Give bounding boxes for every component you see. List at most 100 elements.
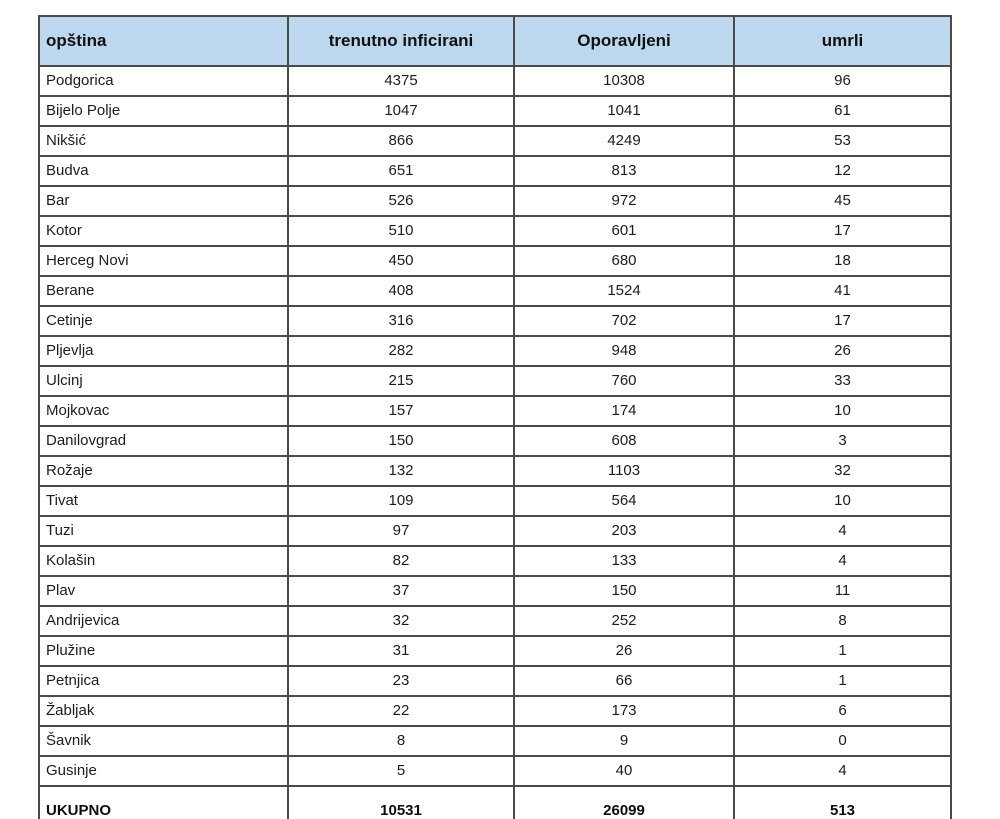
municipality-cell: Nikšić: [38, 125, 289, 157]
municipality-cell: Tivat: [38, 485, 289, 517]
table-row: Ulcinj 215 760 33: [38, 365, 952, 397]
municipality-cell: Rožaje: [38, 455, 289, 487]
municipality-cell: Cetinje: [38, 305, 289, 337]
table-row: Berane 408 1524 41: [38, 275, 952, 307]
municipality-cell: Plav: [38, 575, 289, 607]
table-row: Danilovgrad 150 608 3: [38, 425, 952, 457]
deaths-cell: 8: [733, 605, 952, 637]
table-row: Tuzi 97 203 4: [38, 515, 952, 547]
infected-cell: 1047: [287, 95, 515, 127]
deaths-cell: 96: [733, 65, 952, 97]
header-cell-inficirani: trenutno inficirani: [287, 15, 515, 67]
deaths-cell: 53: [733, 125, 952, 157]
deaths-cell: 3: [733, 425, 952, 457]
recovered-cell: 760: [513, 365, 735, 397]
infected-cell: 5: [287, 755, 515, 787]
table-row: Kolašin 82 133 4: [38, 545, 952, 577]
infected-cell: 316: [287, 305, 515, 337]
municipality-cell: Plužine: [38, 635, 289, 667]
recovered-cell: 4249: [513, 125, 735, 157]
deaths-cell: 4: [733, 755, 952, 787]
table-row: Žabljak 22 173 6: [38, 695, 952, 727]
infected-cell: 22: [287, 695, 515, 727]
table-row: Nikšić 866 4249 53: [38, 125, 952, 157]
table-row: Rožaje 132 1103 32: [38, 455, 952, 487]
recovered-cell: 680: [513, 245, 735, 277]
infected-cell: 8: [287, 725, 515, 757]
total-infected-cell: 10531: [287, 785, 515, 819]
table-row: Petnjica 23 66 1: [38, 665, 952, 697]
recovered-cell: 972: [513, 185, 735, 217]
deaths-cell: 12: [733, 155, 952, 187]
infected-cell: 37: [287, 575, 515, 607]
recovered-cell: 10308: [513, 65, 735, 97]
infected-cell: 132: [287, 455, 515, 487]
deaths-cell: 32: [733, 455, 952, 487]
municipality-cell: Gusinje: [38, 755, 289, 787]
recovered-cell: 9: [513, 725, 735, 757]
table-row: Plužine 31 26 1: [38, 635, 952, 667]
municipality-cell: Mojkovac: [38, 395, 289, 427]
deaths-cell: 10: [733, 395, 952, 427]
infected-cell: 150: [287, 425, 515, 457]
recovered-cell: 150: [513, 575, 735, 607]
municipality-cell: Bar: [38, 185, 289, 217]
municipality-cell: Budva: [38, 155, 289, 187]
deaths-cell: 11: [733, 575, 952, 607]
recovered-cell: 66: [513, 665, 735, 697]
infected-cell: 866: [287, 125, 515, 157]
recovered-cell: 252: [513, 605, 735, 637]
recovered-cell: 40: [513, 755, 735, 787]
municipality-cell: Berane: [38, 275, 289, 307]
total-deaths-cell: 513: [733, 785, 952, 819]
infected-cell: 282: [287, 335, 515, 367]
table-row: Podgorica 4375 10308 96: [38, 65, 952, 97]
table-footer: UKUPNO 10531 26099 513: [38, 785, 952, 819]
total-recovered-cell: 26099: [513, 785, 735, 819]
deaths-cell: 4: [733, 545, 952, 577]
table-row: Šavnik 8 9 0: [38, 725, 952, 757]
infected-cell: 32: [287, 605, 515, 637]
table-row: Herceg Novi 450 680 18: [38, 245, 952, 277]
covid-municipality-table: opština trenutno inficirani Oporavljeni …: [38, 15, 952, 819]
recovered-cell: 173: [513, 695, 735, 727]
table-row: Bijelo Polje 1047 1041 61: [38, 95, 952, 127]
deaths-cell: 61: [733, 95, 952, 127]
recovered-cell: 608: [513, 425, 735, 457]
municipality-cell: Petnjica: [38, 665, 289, 697]
table-row: Bar 526 972 45: [38, 185, 952, 217]
deaths-cell: 1: [733, 665, 952, 697]
infected-cell: 82: [287, 545, 515, 577]
infected-cell: 23: [287, 665, 515, 697]
municipality-cell: Herceg Novi: [38, 245, 289, 277]
table-header: opština trenutno inficirani Oporavljeni …: [38, 15, 952, 67]
infected-cell: 157: [287, 395, 515, 427]
recovered-cell: 203: [513, 515, 735, 547]
deaths-cell: 4: [733, 515, 952, 547]
municipality-cell: Tuzi: [38, 515, 289, 547]
table-row: Tivat 109 564 10: [38, 485, 952, 517]
recovered-cell: 26: [513, 635, 735, 667]
header-cell-oporavljeni: Oporavljeni: [513, 15, 735, 67]
table-row: Plav 37 150 11: [38, 575, 952, 607]
infected-cell: 408: [287, 275, 515, 307]
table-row: Pljevlja 282 948 26: [38, 335, 952, 367]
table-row: Mojkovac 157 174 10: [38, 395, 952, 427]
header-cell-opstina: opština: [38, 15, 289, 67]
deaths-cell: 1: [733, 635, 952, 667]
infected-cell: 31: [287, 635, 515, 667]
deaths-cell: 26: [733, 335, 952, 367]
municipality-cell: Žabljak: [38, 695, 289, 727]
municipality-cell: Bijelo Polje: [38, 95, 289, 127]
recovered-cell: 564: [513, 485, 735, 517]
table-row: Cetinje 316 702 17: [38, 305, 952, 337]
deaths-cell: 41: [733, 275, 952, 307]
recovered-cell: 813: [513, 155, 735, 187]
deaths-cell: 45: [733, 185, 952, 217]
table-row: Kotor 510 601 17: [38, 215, 952, 247]
municipality-cell: Ulcinj: [38, 365, 289, 397]
deaths-cell: 6: [733, 695, 952, 727]
recovered-cell: 702: [513, 305, 735, 337]
municipality-cell: Kolašin: [38, 545, 289, 577]
